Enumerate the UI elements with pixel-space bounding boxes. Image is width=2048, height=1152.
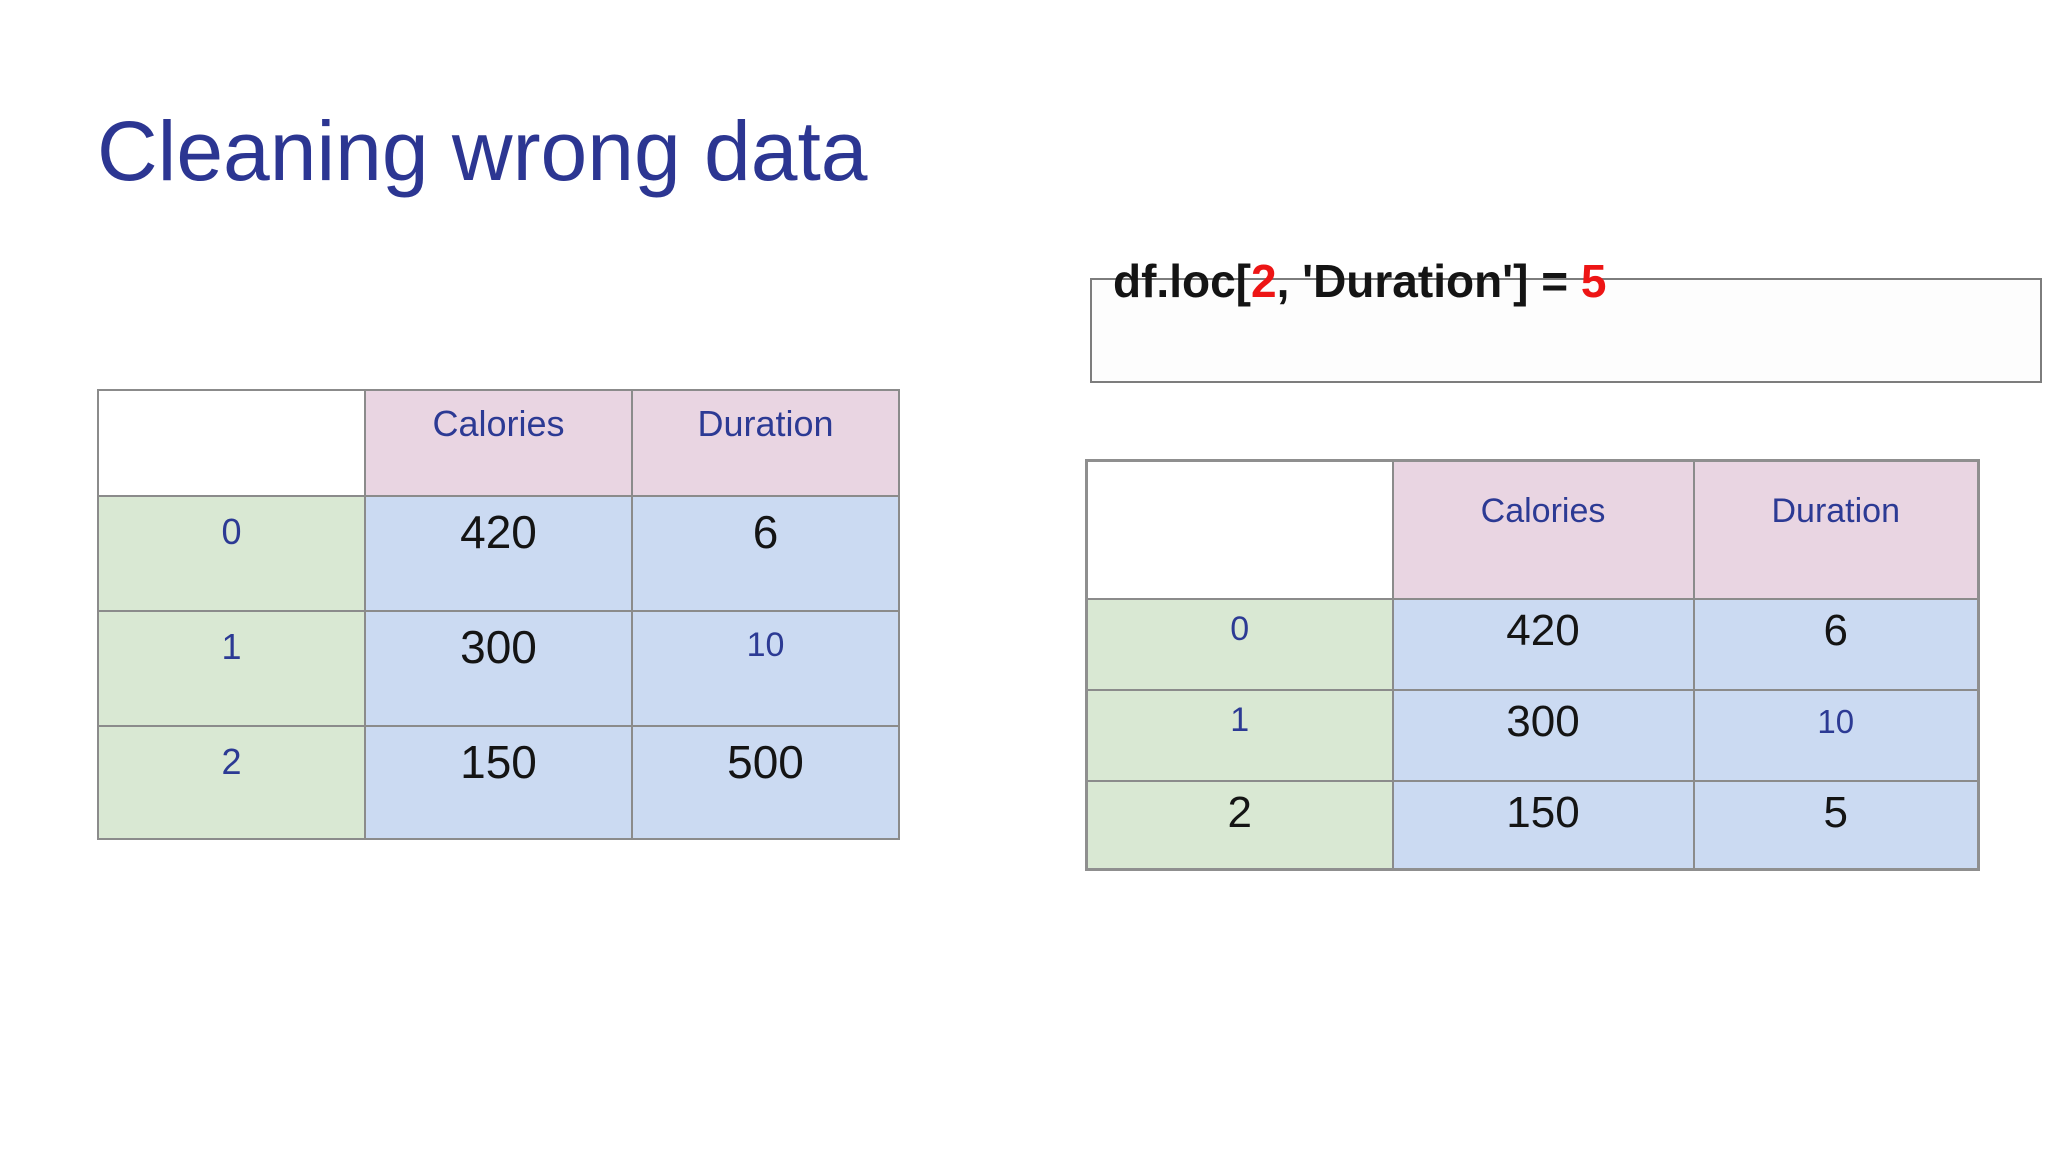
- table-row: 2 150 5: [1085, 779, 1980, 871]
- right-table-row2-index: 2: [1085, 779, 1394, 871]
- left-table-header-row: Calories Duration: [97, 389, 900, 497]
- left-table-row1-calories: 300: [364, 610, 633, 727]
- right-table-header-duration: Duration: [1692, 459, 1980, 600]
- left-table-row2-duration-wrong-value: 500: [631, 725, 900, 840]
- right-table-row0-index: 0: [1085, 597, 1394, 691]
- right-table-row2-calories: 150: [1391, 779, 1695, 871]
- right-table-row0-calories: 420: [1391, 597, 1695, 691]
- right-table-row1-duration: 10: [1692, 688, 1980, 782]
- left-dataframe-table: Calories Duration 0 420 6 1 300 10 2 150…: [97, 389, 900, 840]
- left-table-row1-index: 1: [97, 610, 366, 727]
- code-box: [1090, 278, 2042, 383]
- table-row: 1 300 10: [97, 610, 900, 727]
- right-table-header-calories: Calories: [1391, 459, 1695, 600]
- slide-title: Cleaning wrong data: [97, 104, 868, 198]
- code-segment: , 'Duration'] =: [1276, 255, 1581, 307]
- right-dataframe-table: Calories Duration 0 420 6 1 300 10 2 150…: [1085, 459, 1980, 871]
- right-table-row1-calories: 300: [1391, 688, 1695, 782]
- left-table-row0-index: 0: [97, 495, 366, 612]
- code-statement: df.loc[2, 'Duration'] = 5: [1113, 258, 1606, 304]
- left-table-row2-index: 2: [97, 725, 366, 840]
- code-segment-new-value: 5: [1580, 255, 1607, 307]
- table-row: 2 150 500: [97, 725, 900, 840]
- left-table-row0-duration: 6: [631, 495, 900, 612]
- left-table-corner-cell: [97, 389, 366, 497]
- table-row: 0 420 6: [97, 495, 900, 612]
- right-table-row0-duration: 6: [1692, 597, 1980, 691]
- left-table-row1-duration: 10: [631, 610, 900, 727]
- code-segment-row-index: 2: [1250, 255, 1277, 307]
- right-table-corner-cell: [1085, 459, 1394, 600]
- code-segment: df.loc[: [1113, 255, 1251, 307]
- left-table-row0-calories: 420: [364, 495, 633, 612]
- table-row: 1 300 10: [1085, 688, 1980, 782]
- right-table-row2-duration-corrected-value: 5: [1692, 779, 1980, 871]
- right-table-header-row: Calories Duration: [1085, 459, 1980, 600]
- left-table-header-duration: Duration: [631, 389, 900, 497]
- left-table-header-calories: Calories: [364, 389, 633, 497]
- left-table-row2-calories: 150: [364, 725, 633, 840]
- table-row: 0 420 6: [1085, 597, 1980, 691]
- right-table-row1-index: 1: [1085, 688, 1394, 782]
